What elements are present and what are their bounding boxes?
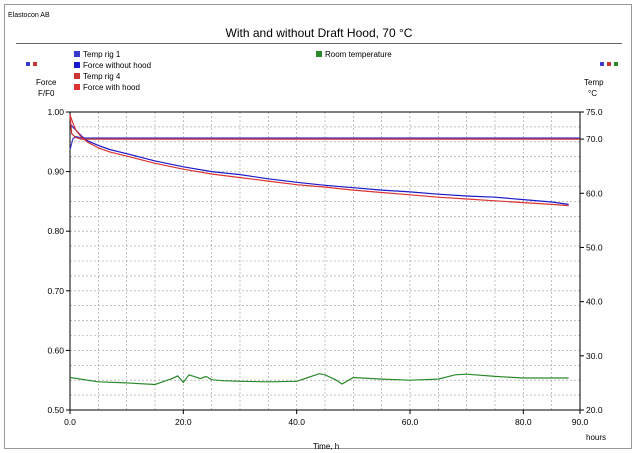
legend-swatch bbox=[74, 84, 80, 90]
axis-series-indicator bbox=[600, 62, 604, 66]
company-label: Elastocon AB bbox=[8, 12, 50, 19]
legend-label: Force without hood bbox=[83, 61, 151, 70]
axis-series-indicator bbox=[614, 62, 618, 66]
series-lines bbox=[69, 114, 580, 386]
y-left-tick-label: 1.00 bbox=[47, 107, 64, 117]
y-left-tick-label: 0.60 bbox=[47, 345, 64, 355]
x-tick-label: 0.0 bbox=[64, 417, 76, 427]
series-line-5 bbox=[69, 373, 569, 386]
y-left-tick-label: 0.90 bbox=[47, 167, 64, 177]
series-line-2 bbox=[69, 123, 569, 205]
legend-swatch bbox=[74, 73, 80, 79]
y-right-tick-label: 70.0 bbox=[586, 134, 603, 144]
axis-ticks: 0.0 20.0 40.0 60.0 80.0 90.0 0.50 0.60 0.70 0.80 0… bbox=[47, 107, 602, 427]
axis-series-indicator bbox=[33, 62, 37, 66]
title-divider bbox=[16, 43, 622, 44]
legend-swatch bbox=[316, 51, 322, 57]
legend-label: Temp rig 4 bbox=[83, 72, 121, 81]
y-right-label-line2: °C bbox=[588, 89, 597, 98]
axis-series-indicator bbox=[26, 62, 30, 66]
y-right-tick-label: 40.0 bbox=[586, 297, 603, 307]
chart-title: With and without Draft Hood, 70 °C bbox=[225, 26, 413, 40]
series-line-3 bbox=[69, 114, 580, 140]
x-axis-label: Time, h bbox=[313, 442, 339, 451]
y-left-tick-label: 0.50 bbox=[47, 405, 64, 415]
x-tick-label: 20.0 bbox=[175, 417, 192, 427]
x-tick-label: 40.0 bbox=[288, 417, 305, 427]
legend-swatch bbox=[74, 51, 80, 57]
y-left-label-line1: Force bbox=[36, 78, 57, 87]
series-line-1 bbox=[69, 135, 580, 151]
legend-label: Force with hood bbox=[83, 83, 140, 92]
axis-series-indicator bbox=[607, 62, 611, 66]
legend-label: Temp rig 1 bbox=[83, 50, 121, 59]
x-tick-label: 80.0 bbox=[515, 417, 532, 427]
y-right-label-line1: Temp bbox=[584, 78, 604, 87]
plot-area bbox=[69, 111, 581, 411]
y-left-label-line2: F/F0 bbox=[38, 89, 55, 98]
chart-frame bbox=[4, 4, 632, 449]
y-right-tick-label: 75.0 bbox=[586, 107, 603, 117]
x-unit-label: hours bbox=[586, 433, 606, 442]
y-left-tick-label: 0.80 bbox=[47, 226, 64, 236]
y-right-tick-label: 50.0 bbox=[586, 242, 603, 252]
y-right-tick-label: 20.0 bbox=[586, 405, 603, 415]
y-left-tick-label: 0.70 bbox=[47, 286, 64, 296]
x-tick-label: 60.0 bbox=[402, 417, 419, 427]
y-right-tick-label: 60.0 bbox=[586, 188, 603, 198]
grid-lines bbox=[70, 112, 580, 410]
legend-label: Room temperature bbox=[325, 50, 392, 59]
legend-swatch bbox=[74, 62, 80, 68]
series-line-4 bbox=[69, 114, 569, 207]
legend: Temp rig 1 Force without hood Temp rig 4 Fo… bbox=[26, 50, 618, 92]
x-tick-label: 90.0 bbox=[572, 417, 589, 427]
y-right-tick-label: 30.0 bbox=[586, 351, 603, 361]
